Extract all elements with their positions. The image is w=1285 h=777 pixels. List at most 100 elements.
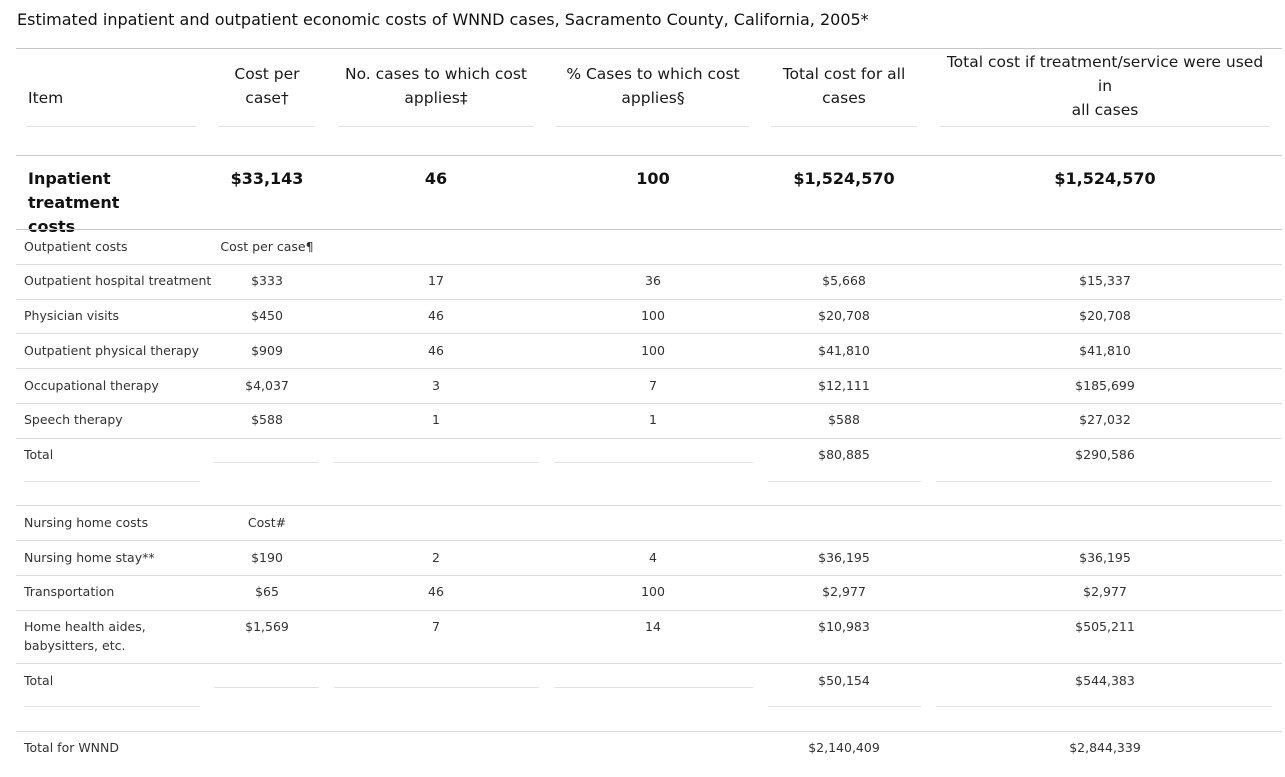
row-cost: $450: [251, 308, 283, 323]
row-pct: 4: [649, 550, 657, 565]
row-total-if: $505,211: [1075, 619, 1135, 634]
row-cost: $65: [255, 584, 279, 599]
outpatient-total-all: $80,885: [818, 447, 870, 462]
inpatient-total-all: $1,524,570: [793, 169, 895, 188]
row-total-all: $2,977: [822, 584, 866, 599]
cell-underline: [554, 462, 753, 463]
header-total-all: Total cost for all cases: [782, 65, 906, 107]
row-rule: [16, 368, 1282, 369]
row-total-if: $185,699: [1075, 378, 1135, 393]
cell-underline: [334, 687, 539, 688]
row-pct: 36: [645, 273, 661, 288]
nursing-section-label: Nursing home costs: [24, 515, 149, 530]
outpatient-section-label: Outpatient costs: [24, 239, 128, 254]
header-pct-cases: % Cases to which cost applies§: [566, 65, 740, 107]
row-rule: [16, 610, 1282, 611]
row-num: 17: [428, 273, 444, 288]
row-rule: [16, 575, 1282, 576]
row-total-if: $20,708: [1079, 308, 1131, 323]
row-cost: $588: [251, 412, 283, 427]
row-num: 46: [428, 584, 444, 599]
inpatient-pct: 100: [636, 169, 670, 188]
row-total-if: $15,337: [1079, 273, 1131, 288]
row-rule: [16, 403, 1282, 404]
row-rule: [16, 663, 1282, 664]
row-total-if: $36,195: [1079, 550, 1131, 565]
row-num: 1: [432, 412, 440, 427]
outpatient-total-label: Total: [24, 447, 54, 462]
row-item: Transportation: [24, 584, 115, 599]
row-total-all: $12,111: [818, 378, 870, 393]
row-rule: [16, 505, 1282, 506]
row-total-if: $27,032: [1079, 412, 1131, 427]
header-bottom-rule: [16, 155, 1282, 156]
cell-underline: [24, 706, 200, 707]
header-item: Item: [28, 88, 64, 107]
row-rule: [16, 264, 1282, 265]
row-cost: $909: [251, 343, 283, 358]
row-total-all: $20,708: [818, 308, 870, 323]
row-num: 7: [432, 619, 440, 634]
inpatient-num: 46: [424, 169, 448, 188]
cell-underline: [214, 462, 319, 463]
row-total-all: $5,668: [822, 273, 866, 288]
row-cost: $190: [251, 550, 283, 565]
row-pct: 100: [641, 343, 665, 358]
inpatient-cost: $33,143: [230, 169, 304, 188]
row-rule: [16, 229, 1282, 230]
nursing-total-if: $544,383: [1075, 673, 1135, 688]
row-item: Nursing home stay**: [24, 550, 155, 565]
table-caption: Estimated inpatient and outpatient econo…: [17, 10, 869, 29]
row-total-all: $36,195: [818, 550, 870, 565]
cell-underline: [214, 687, 319, 688]
cell-underline: [936, 481, 1272, 482]
row-total-all: $10,983: [818, 619, 870, 634]
nursing-cost-label: Cost#: [247, 515, 287, 530]
row-total-if: $2,977: [1083, 584, 1127, 599]
row-item: Speech therapy: [24, 412, 123, 427]
header-underline: [771, 126, 917, 127]
row-num: 46: [428, 308, 444, 323]
cell-underline: [554, 687, 753, 688]
row-pct: 100: [641, 308, 665, 323]
row-item: Physician visits: [24, 308, 120, 323]
row-pct: 100: [641, 584, 665, 599]
row-total-all: $41,810: [818, 343, 870, 358]
row-pct: 14: [645, 619, 661, 634]
header-underline: [338, 126, 534, 127]
outpatient-total-if: $290,586: [1075, 447, 1135, 462]
header-underline: [556, 126, 749, 127]
row-num: 46: [428, 343, 444, 358]
cell-underline: [936, 706, 1272, 707]
cell-underline: [334, 462, 539, 463]
header-cost-per-case: Cost per case†: [234, 65, 300, 107]
row-item: Outpatient hospital treatment: [24, 273, 212, 288]
row-total-all: $588: [828, 412, 860, 427]
nursing-total-label: Total: [24, 673, 54, 688]
row-item: Occupational therapy: [24, 378, 159, 393]
row-rule: [16, 333, 1282, 334]
row-num: 3: [432, 378, 440, 393]
inpatient-item: Inpatient treatment costs: [28, 169, 120, 236]
row-rule: [16, 438, 1282, 439]
row-rule: [16, 299, 1282, 300]
row-rule: [16, 540, 1282, 541]
cell-underline: [24, 481, 200, 482]
grand-total-label: Total for WNND: [24, 740, 120, 755]
row-num: 2: [432, 550, 440, 565]
row-total-if: $41,810: [1079, 343, 1131, 358]
row-pct: 1: [649, 412, 657, 427]
header-total-if: Total cost if treatment/service were use…: [946, 53, 1264, 119]
row-item: Outpatient physical therapy: [24, 343, 199, 358]
outpatient-cost-label: Cost per case¶: [220, 239, 314, 254]
cell-underline: [768, 481, 921, 482]
table-top-rule: [16, 48, 1282, 49]
header-underline: [218, 126, 315, 127]
inpatient-total-if: $1,524,570: [1054, 169, 1156, 188]
header-underline: [940, 126, 1270, 127]
header-underline: [26, 126, 196, 127]
row-cost: $333: [251, 273, 283, 288]
row-cost: $1,569: [245, 619, 289, 634]
nursing-total-all: $50,154: [818, 673, 870, 688]
grand-total-all: $2,140,409: [808, 740, 880, 755]
